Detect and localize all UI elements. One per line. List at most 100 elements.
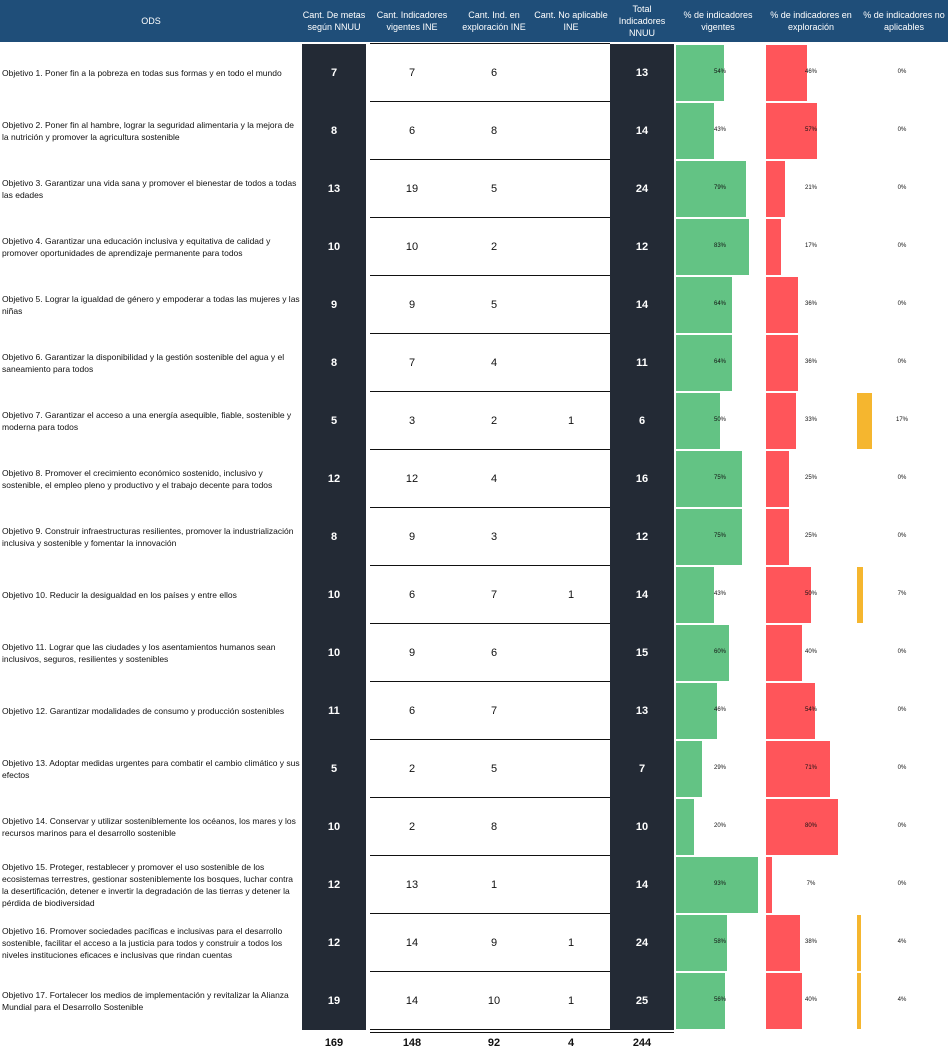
total-value: 12 <box>610 508 674 566</box>
pct-vigentes-label: 43% <box>713 591 727 597</box>
row-divider <box>370 971 610 972</box>
exploracion-value: 5 <box>490 183 498 195</box>
exploracion-value: 8 <box>490 125 498 137</box>
metas-value: 13 <box>302 160 366 218</box>
exploracion-value: 7 <box>490 589 498 601</box>
vigentes-bar <box>676 393 720 449</box>
total-metas: 169 <box>324 1037 344 1049</box>
metas-value: 9 <box>302 276 366 334</box>
objetivo-label: Objetivo 15. Proteger, restablecer y pro… <box>2 862 294 908</box>
metas-value: 10 <box>302 218 366 276</box>
vigentes-value: 7 <box>408 67 416 79</box>
exploracion-bar <box>766 219 782 275</box>
vigentes-value: 3 <box>408 415 416 427</box>
no-aplicable-value: 1 <box>567 415 575 427</box>
metas-value: 12 <box>302 914 366 972</box>
vigentes-value: 7 <box>408 357 416 369</box>
exploracion-value: 7 <box>490 705 498 717</box>
row-divider <box>370 449 610 450</box>
metas-value: 12 <box>302 856 366 914</box>
objetivo-label: Objetivo 5. Lograr la igualdad de género… <box>2 294 300 316</box>
pct-vigentes-label: 93% <box>713 881 727 887</box>
header-underline-middle <box>370 43 610 44</box>
pct-no-aplicables-label: 0% <box>897 359 907 365</box>
total-value: 11 <box>610 334 674 392</box>
totals-divider <box>370 1032 674 1033</box>
exploracion-value: 6 <box>490 647 498 659</box>
header-ods: ODS <box>141 16 161 26</box>
pct-exploracion-label: 54% <box>804 707 818 713</box>
metas-value: 5 <box>302 392 366 450</box>
exploracion-value: 2 <box>490 241 498 253</box>
pct-vigentes-label: 56% <box>713 997 727 1003</box>
row-divider <box>370 217 610 218</box>
objetivo-label: Objetivo 11. Lograr que las ciudades y l… <box>2 642 276 664</box>
pct-no-aplicables-label: 0% <box>897 823 907 829</box>
vigentes-value: 19 <box>405 183 419 195</box>
exploracion-bar <box>766 103 818 159</box>
pct-exploracion-label: 7% <box>806 881 816 887</box>
metas-value: 11 <box>302 682 366 740</box>
exploracion-value: 10 <box>487 995 501 1007</box>
no-aplicable-value <box>534 450 608 508</box>
exploracion-value: 3 <box>490 531 498 543</box>
no-aplicable-bar <box>857 567 864 623</box>
pct-no-aplicables-label: 0% <box>897 475 907 481</box>
exploracion-value: 1 <box>490 879 498 891</box>
exploracion-value: 9 <box>490 937 498 949</box>
pct-exploracion-label: 38% <box>804 939 818 945</box>
exploracion-bar <box>766 161 785 217</box>
pct-vigentes-label: 43% <box>713 127 727 133</box>
pct-no-aplicables-label: 0% <box>897 301 907 307</box>
exploracion-bar <box>766 683 815 739</box>
exploracion-bar <box>766 915 801 971</box>
objetivo-label: Objetivo 17. Fortalecer los medios de im… <box>2 990 289 1012</box>
row-divider <box>370 101 610 102</box>
pct-exploracion-label: 17% <box>804 243 818 249</box>
pct-exploracion-label: 80% <box>804 823 818 829</box>
row-divider <box>370 913 610 914</box>
vigentes-bar <box>676 451 742 507</box>
pct-vigentes-label: 50% <box>713 417 727 423</box>
objetivo-label: Objetivo 9. Construir infraestructuras r… <box>2 526 294 548</box>
header-vigentes: Cant. Indicadores vigentes INE <box>376 10 448 32</box>
no-aplicable-value <box>534 102 608 160</box>
pct-exploracion-label: 21% <box>804 185 818 191</box>
pct-no-aplicables-label: 0% <box>897 243 907 249</box>
pct-no-aplicables-label: 0% <box>897 765 907 771</box>
total-value: 24 <box>610 914 674 972</box>
pct-exploracion-label: 40% <box>804 649 818 655</box>
row-divider <box>370 1029 610 1030</box>
metas-value: 8 <box>302 102 366 160</box>
no-aplicable-bar <box>857 393 872 449</box>
vigentes-value: 10 <box>405 241 419 253</box>
pct-exploracion-label: 36% <box>804 359 818 365</box>
total-value: 14 <box>610 102 674 160</box>
pct-vigentes-label: 58% <box>713 939 727 945</box>
vigentes-bar <box>676 509 742 565</box>
exploracion-bar <box>766 567 811 623</box>
vigentes-bar <box>676 683 717 739</box>
exploracion-value: 2 <box>490 415 498 427</box>
no-aplicable-value <box>534 624 608 682</box>
pct-no-aplicables-label: 4% <box>897 939 907 945</box>
metas-value: 10 <box>302 624 366 682</box>
objetivo-label: Objetivo 10. Reducir la desigualdad en l… <box>2 590 237 600</box>
metas-value: 8 <box>302 508 366 566</box>
row-divider <box>370 623 610 624</box>
no-aplicable-value <box>534 798 608 856</box>
objetivo-label: Objetivo 1. Poner fin a la pobreza en to… <box>2 68 282 78</box>
total-value: 15 <box>610 624 674 682</box>
metas-value: 10 <box>302 566 366 624</box>
pct-no-aplicables-label: 17% <box>895 417 909 423</box>
exploracion-value: 4 <box>490 357 498 369</box>
header-pct-vigentes: % de indicadores vigentes <box>683 10 753 32</box>
no-aplicable-value <box>534 44 608 102</box>
pct-vigentes-label: 75% <box>713 475 727 481</box>
pct-exploracion-label: 25% <box>804 533 818 539</box>
exploracion-bar <box>766 509 789 565</box>
exploracion-value: 8 <box>490 821 498 833</box>
vigentes-bar <box>676 161 746 217</box>
pct-exploracion-label: 25% <box>804 475 818 481</box>
objetivo-label: Objetivo 12. Garantizar modalidades de c… <box>2 706 285 716</box>
